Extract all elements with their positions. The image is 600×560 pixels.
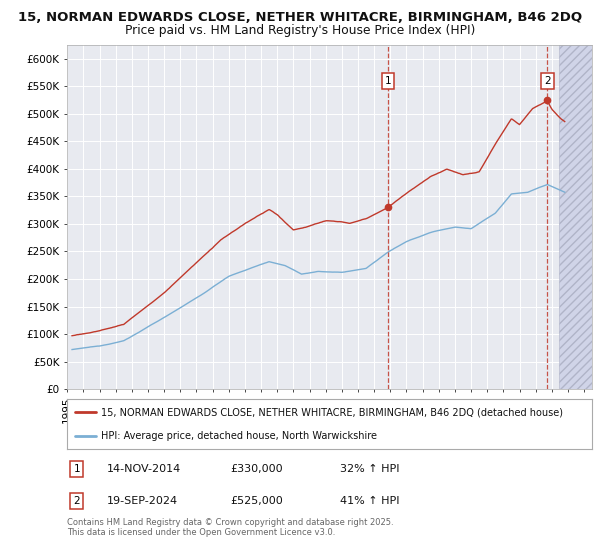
Text: 1: 1 xyxy=(385,76,391,86)
Text: 15, NORMAN EDWARDS CLOSE, NETHER WHITACRE, BIRMINGHAM, B46 2DQ (detached house): 15, NORMAN EDWARDS CLOSE, NETHER WHITACR… xyxy=(101,407,563,417)
Text: HPI: Average price, detached house, North Warwickshire: HPI: Average price, detached house, Nort… xyxy=(101,431,377,441)
Text: £330,000: £330,000 xyxy=(230,464,283,474)
Text: Price paid vs. HM Land Registry's House Price Index (HPI): Price paid vs. HM Land Registry's House … xyxy=(125,24,475,36)
Text: 41% ↑ HPI: 41% ↑ HPI xyxy=(340,496,400,506)
Text: 2: 2 xyxy=(544,76,551,86)
Text: 15, NORMAN EDWARDS CLOSE, NETHER WHITACRE, BIRMINGHAM, B46 2DQ: 15, NORMAN EDWARDS CLOSE, NETHER WHITACR… xyxy=(18,11,582,24)
Text: 1: 1 xyxy=(73,464,80,474)
Text: Contains HM Land Registry data © Crown copyright and database right 2025.
This d: Contains HM Land Registry data © Crown c… xyxy=(67,518,394,538)
Text: 19-SEP-2024: 19-SEP-2024 xyxy=(107,496,178,506)
Text: 32% ↑ HPI: 32% ↑ HPI xyxy=(340,464,400,474)
Bar xyxy=(559,45,592,389)
Text: £525,000: £525,000 xyxy=(230,496,283,506)
Text: 2: 2 xyxy=(73,496,80,506)
Text: 14-NOV-2014: 14-NOV-2014 xyxy=(107,464,181,474)
